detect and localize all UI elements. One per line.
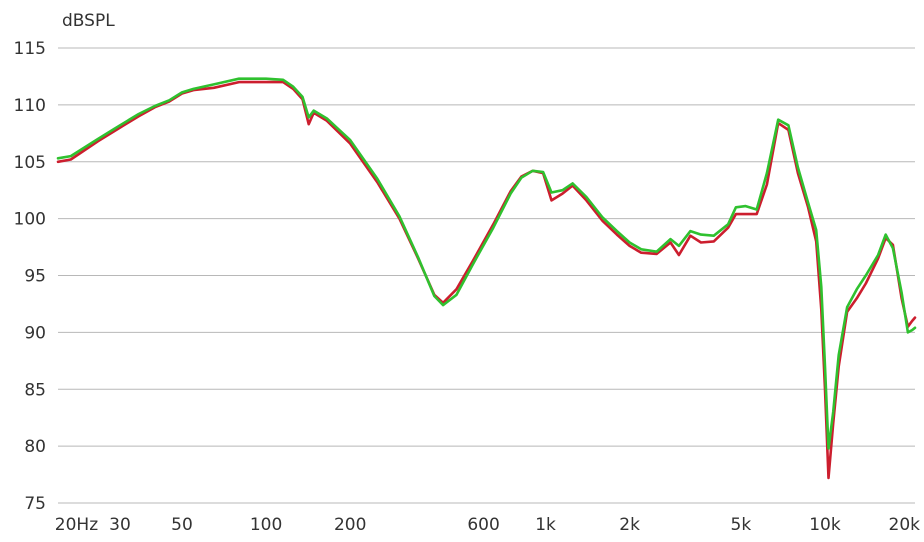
y-tick-label: 115 bbox=[14, 39, 46, 59]
series-line-2 bbox=[56, 77, 917, 450]
x-tick-label: 1k bbox=[535, 515, 556, 535]
x-tick-label: 20Hz bbox=[55, 515, 98, 535]
y-tick-label: 75 bbox=[24, 494, 46, 514]
y-tick-label: 95 bbox=[24, 267, 46, 287]
grid bbox=[58, 47, 915, 504]
y-tick-label: 105 bbox=[14, 153, 46, 173]
x-tick-label: 10k bbox=[809, 515, 841, 535]
x-tick-label: 100 bbox=[250, 515, 282, 535]
x-tick-label: 20k bbox=[889, 515, 921, 535]
x-tick-label: 2k bbox=[619, 515, 640, 535]
x-tick-label: 5k bbox=[731, 515, 752, 535]
y-tick-label: 85 bbox=[24, 380, 46, 400]
y-tick-label: 80 bbox=[24, 437, 46, 457]
x-tick-label: 50 bbox=[171, 515, 193, 535]
series-line-1 bbox=[56, 80, 917, 480]
y-tick-label: 100 bbox=[14, 210, 46, 230]
x-tick-labels: 20Hz 30 50 100 200 600 1k 2k 5k 10k 20k bbox=[55, 515, 920, 535]
series-lines bbox=[56, 77, 917, 480]
y-tick-labels: 75 80 85 90 95 100 105 110 115 bbox=[14, 39, 46, 514]
x-tick-label: 600 bbox=[467, 515, 499, 535]
x-tick-label: 200 bbox=[334, 515, 366, 535]
y-tick-label: 90 bbox=[24, 323, 46, 343]
y-axis-label: dBSPL bbox=[62, 11, 115, 31]
x-tick-label: 30 bbox=[109, 515, 131, 535]
y-tick-label: 110 bbox=[14, 96, 46, 116]
